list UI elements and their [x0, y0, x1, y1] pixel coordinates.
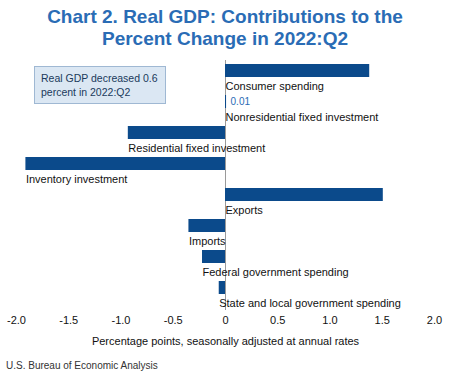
- svg-text:2.0: 2.0: [427, 314, 442, 326]
- svg-text:-1.0: -1.0: [112, 314, 131, 326]
- svg-text:-1.5: -1.5: [59, 314, 78, 326]
- svg-text:Nonresidential fixed investmen: Nonresidential fixed investment: [226, 111, 379, 123]
- svg-text:-2.0: -2.0: [7, 314, 26, 326]
- html-text:Real GDP decreased 0.6 percent: Real GDP decreased 0.6 percent in 2022:Q…: [41, 72, 158, 98]
- svg-text:0: 0: [222, 314, 228, 326]
- svg-text:0.5: 0.5: [270, 314, 285, 326]
- svg-text:Imports: Imports: [189, 235, 226, 247]
- svg-text:Inventory investment: Inventory investment: [26, 173, 128, 185]
- svg-text:1.5: 1.5: [375, 314, 390, 326]
- svg-text:1.0: 1.0: [322, 314, 337, 326]
- html-text:U.S. Bureau of Economic Analys: U.S. Bureau of Economic Analysis: [6, 360, 158, 371]
- svg-text:0.01: 0.01: [231, 96, 251, 107]
- html-text:Chart 2. Real GDP: Contributio: Chart 2. Real GDP: Contributions to the …: [47, 6, 403, 49]
- svg-text:Consumer spending: Consumer spending: [226, 80, 324, 92]
- svg-text:-0.5: -0.5: [164, 314, 183, 326]
- svg-text:State and local government spe: State and local government spending: [219, 297, 401, 309]
- svg-text:Federal government spending: Federal government spending: [203, 266, 349, 278]
- svg-text:Exports: Exports: [226, 204, 264, 216]
- svg-text:Percentage points, seasonally: Percentage points, seasonally adjusted a…: [92, 335, 360, 347]
- svg-text:Residential fixed investment: Residential fixed investment: [128, 142, 265, 154]
